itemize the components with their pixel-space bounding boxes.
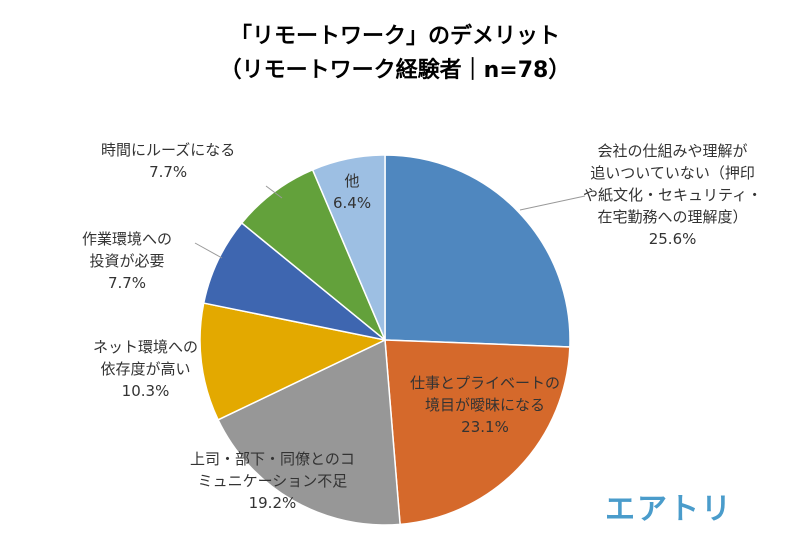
data-label-text: 上司・部下・同僚とのコ (190, 450, 355, 468)
data-label-value: 6.4% (333, 194, 372, 212)
chart-title-line1: 「リモートワーク」のデメリット (229, 24, 560, 49)
pie-slice-3 (199, 302, 388, 421)
data-label-text: 依存度が高い (100, 360, 191, 378)
leader-line-slice-4 (194, 242, 223, 259)
data-label-text: 他 (344, 172, 360, 190)
pie-slice-6 (311, 154, 386, 341)
data-label-slice-6: 他 6.4% (333, 170, 371, 214)
data-label-text: ネット環境への (93, 338, 199, 356)
data-label-slice-4: 作業環境への 投資が必要 7.7% (82, 228, 172, 294)
data-label-text: 在宅勤務への理解度） (597, 208, 748, 226)
data-label-slice-1: 仕事とプライベートの 境目が曖昧になる 23.1% (410, 372, 560, 438)
data-label-text: 追いついていない（押印 (590, 164, 755, 182)
data-label-slice-2: 上司・部下・同僚とのコ ミュニケーション不足 19.2% (190, 448, 355, 514)
data-label-text: や紙文化・セキュリティ・ (583, 186, 763, 204)
chart-title-line2: （リモートワーク経験者｜n=78） (219, 58, 571, 83)
pie-slice-1 (384, 339, 571, 526)
data-label-value: 25.6% (648, 230, 697, 248)
data-label-value: 19.2% (248, 494, 297, 512)
data-label-value: 7.7% (149, 163, 188, 181)
data-label-text: ミュニケーション不足 (197, 472, 348, 490)
data-label-value: 23.1% (461, 418, 509, 436)
pie-slice-0 (384, 154, 571, 348)
eatri-logo: エアトリ (605, 492, 733, 527)
data-label-text: 投資が必要 (89, 252, 165, 270)
data-label-slice-5: 時間にルーズになる 7.7% (101, 139, 235, 183)
leader-line-slice-5 (265, 185, 283, 199)
data-label-text: 作業環境への (82, 230, 173, 248)
data-label-value: 7.7% (107, 274, 147, 292)
leader-line-slice-0 (519, 195, 586, 211)
data-label-text: 会社の仕組みや理解が (597, 142, 748, 160)
data-label-slice-0: 会社の仕組みや理解が 追いついていない（押印 や紙文化・セキュリティ・ 在宅勤務への理… (583, 140, 762, 250)
data-label-text: 仕事とプライベートの (410, 374, 561, 392)
data-label-text: 時間にルーズになる (101, 141, 236, 159)
pie-slice-2 (217, 338, 401, 526)
data-label-slice-3: ネット環境への 依存度が高い 10.3% (93, 336, 198, 402)
data-label-text: 境目が曖昧になる (425, 396, 546, 414)
data-label-value: 10.3% (121, 382, 170, 400)
